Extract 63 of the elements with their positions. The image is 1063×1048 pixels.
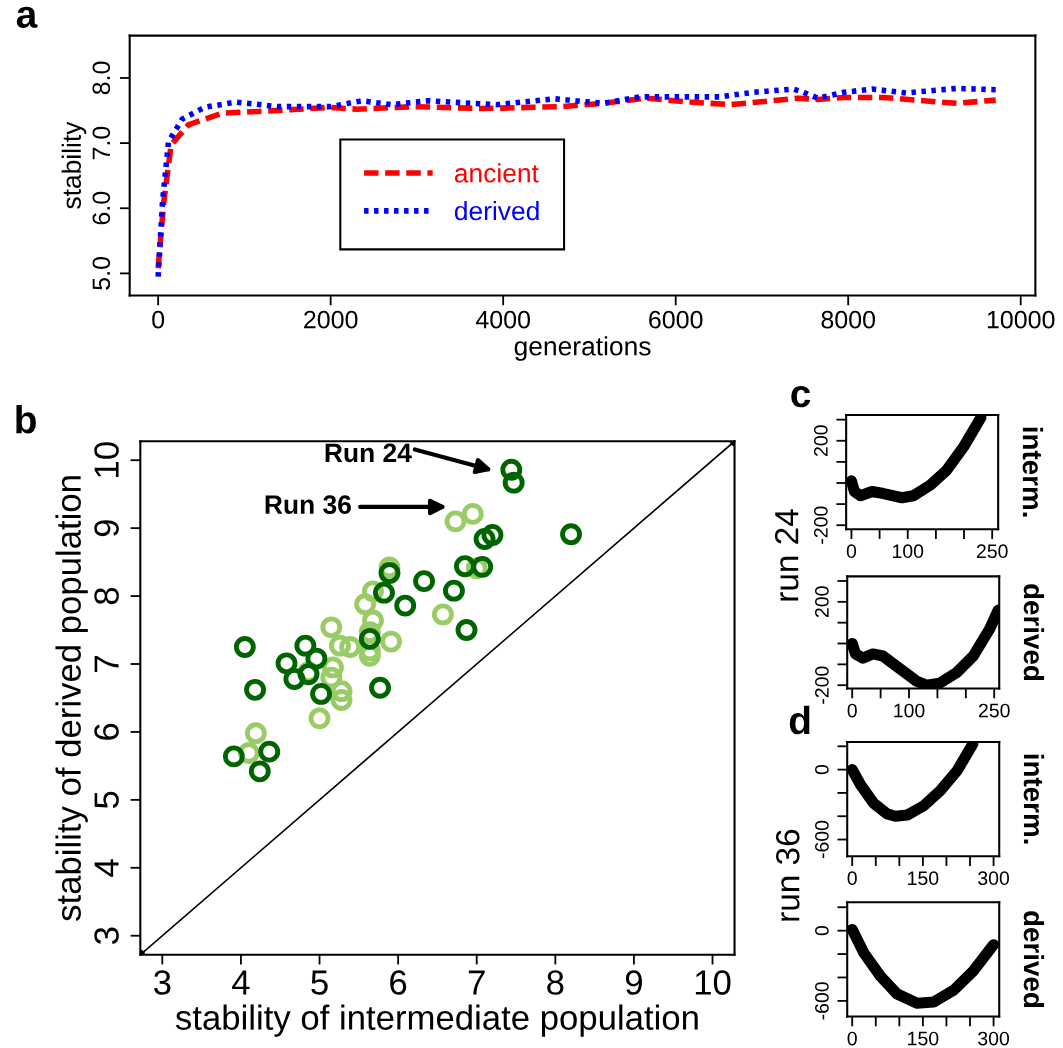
x-tick-label: 0: [846, 544, 857, 559]
chart-title: b: [16, 404, 36, 434]
x-axis-title: stability of intermediate population: [175, 1004, 698, 1037]
x-tick-label: 6: [390, 970, 407, 995]
text: derived: [1023, 584, 1045, 681]
y-tick-label: 0: [815, 764, 829, 775]
x-tick-label: 5: [311, 970, 328, 995]
y-tick-label: 0: [815, 926, 829, 936]
x-tick-label: 250: [978, 703, 1010, 718]
x-tick-label: 9: [625, 970, 642, 995]
y-tick-label: 3: [94, 927, 119, 945]
x-tick-label: 7: [468, 970, 485, 995]
text: interm.: [1022, 427, 1044, 517]
x-tick-label: 300: [978, 1031, 1010, 1046]
y-tick-label: 6: [94, 723, 119, 740]
y-tick-label: 10: [94, 442, 119, 477]
y-tick-label: 8.0: [92, 61, 111, 95]
y-tick-label: -200: [813, 506, 828, 544]
x-tick-label: 100: [893, 544, 924, 559]
text: interm.: [1023, 754, 1045, 844]
x-tick-label: 150: [908, 871, 939, 886]
x-tick-label: 300: [978, 871, 1010, 886]
y-tick-label: 200: [813, 425, 828, 457]
y-tick-label: 9: [94, 520, 119, 537]
y-tick-label: -600: [815, 982, 829, 1020]
x-tick-label: 0: [847, 871, 857, 886]
y-tick-label: 7.0: [92, 126, 111, 160]
legend-label: ancient: [454, 163, 539, 183]
y-tick-label: 7: [94, 656, 119, 672]
x-tick-label: 150: [908, 1031, 939, 1046]
y-tick-label: 5.0: [92, 256, 111, 290]
x-tick-label: 4: [232, 970, 250, 995]
y-tick-label: -600: [815, 820, 829, 859]
x-tick-label: 250: [976, 544, 1008, 559]
x-tick-label: 0: [847, 1031, 857, 1046]
annotation: Run 24: [325, 443, 412, 463]
x-tick-label: 8: [547, 970, 564, 995]
y-tick-label: 200: [815, 586, 829, 618]
x-tick-label: 6000: [649, 310, 703, 329]
y-tick-label: 8: [94, 587, 119, 605]
x-tick-label: 2000: [304, 310, 358, 329]
y-tick-label: -200: [815, 666, 829, 704]
y-axis-title: stability of derived population: [55, 476, 88, 921]
x-axis-title: generations: [514, 336, 651, 361]
x-tick-label: 0: [152, 310, 165, 329]
y-axis-title: run 24: [774, 509, 799, 601]
chart-title: d: [789, 705, 810, 735]
y-axis-title: run 36: [775, 829, 800, 921]
x-tick-label: 4000: [475, 310, 530, 329]
y-tick-label: 6.0: [92, 191, 111, 225]
text: derived: [1023, 911, 1045, 1008]
x-tick-label: 3: [153, 970, 171, 995]
x-tick-label: 10000: [987, 310, 1055, 329]
chart-title: a: [16, 6, 38, 28]
x-tick-label: 100: [894, 703, 925, 718]
chart-title: c: [791, 386, 811, 408]
x-tick-label: 10: [695, 970, 731, 995]
x-tick-label: 0: [847, 703, 857, 718]
legend-label: derived: [454, 200, 539, 221]
y-axis-title: stability: [61, 121, 87, 209]
annotation: Run 36: [265, 495, 351, 515]
y-tick-label: 5: [94, 791, 119, 809]
x-tick-label: 8000: [821, 310, 876, 329]
